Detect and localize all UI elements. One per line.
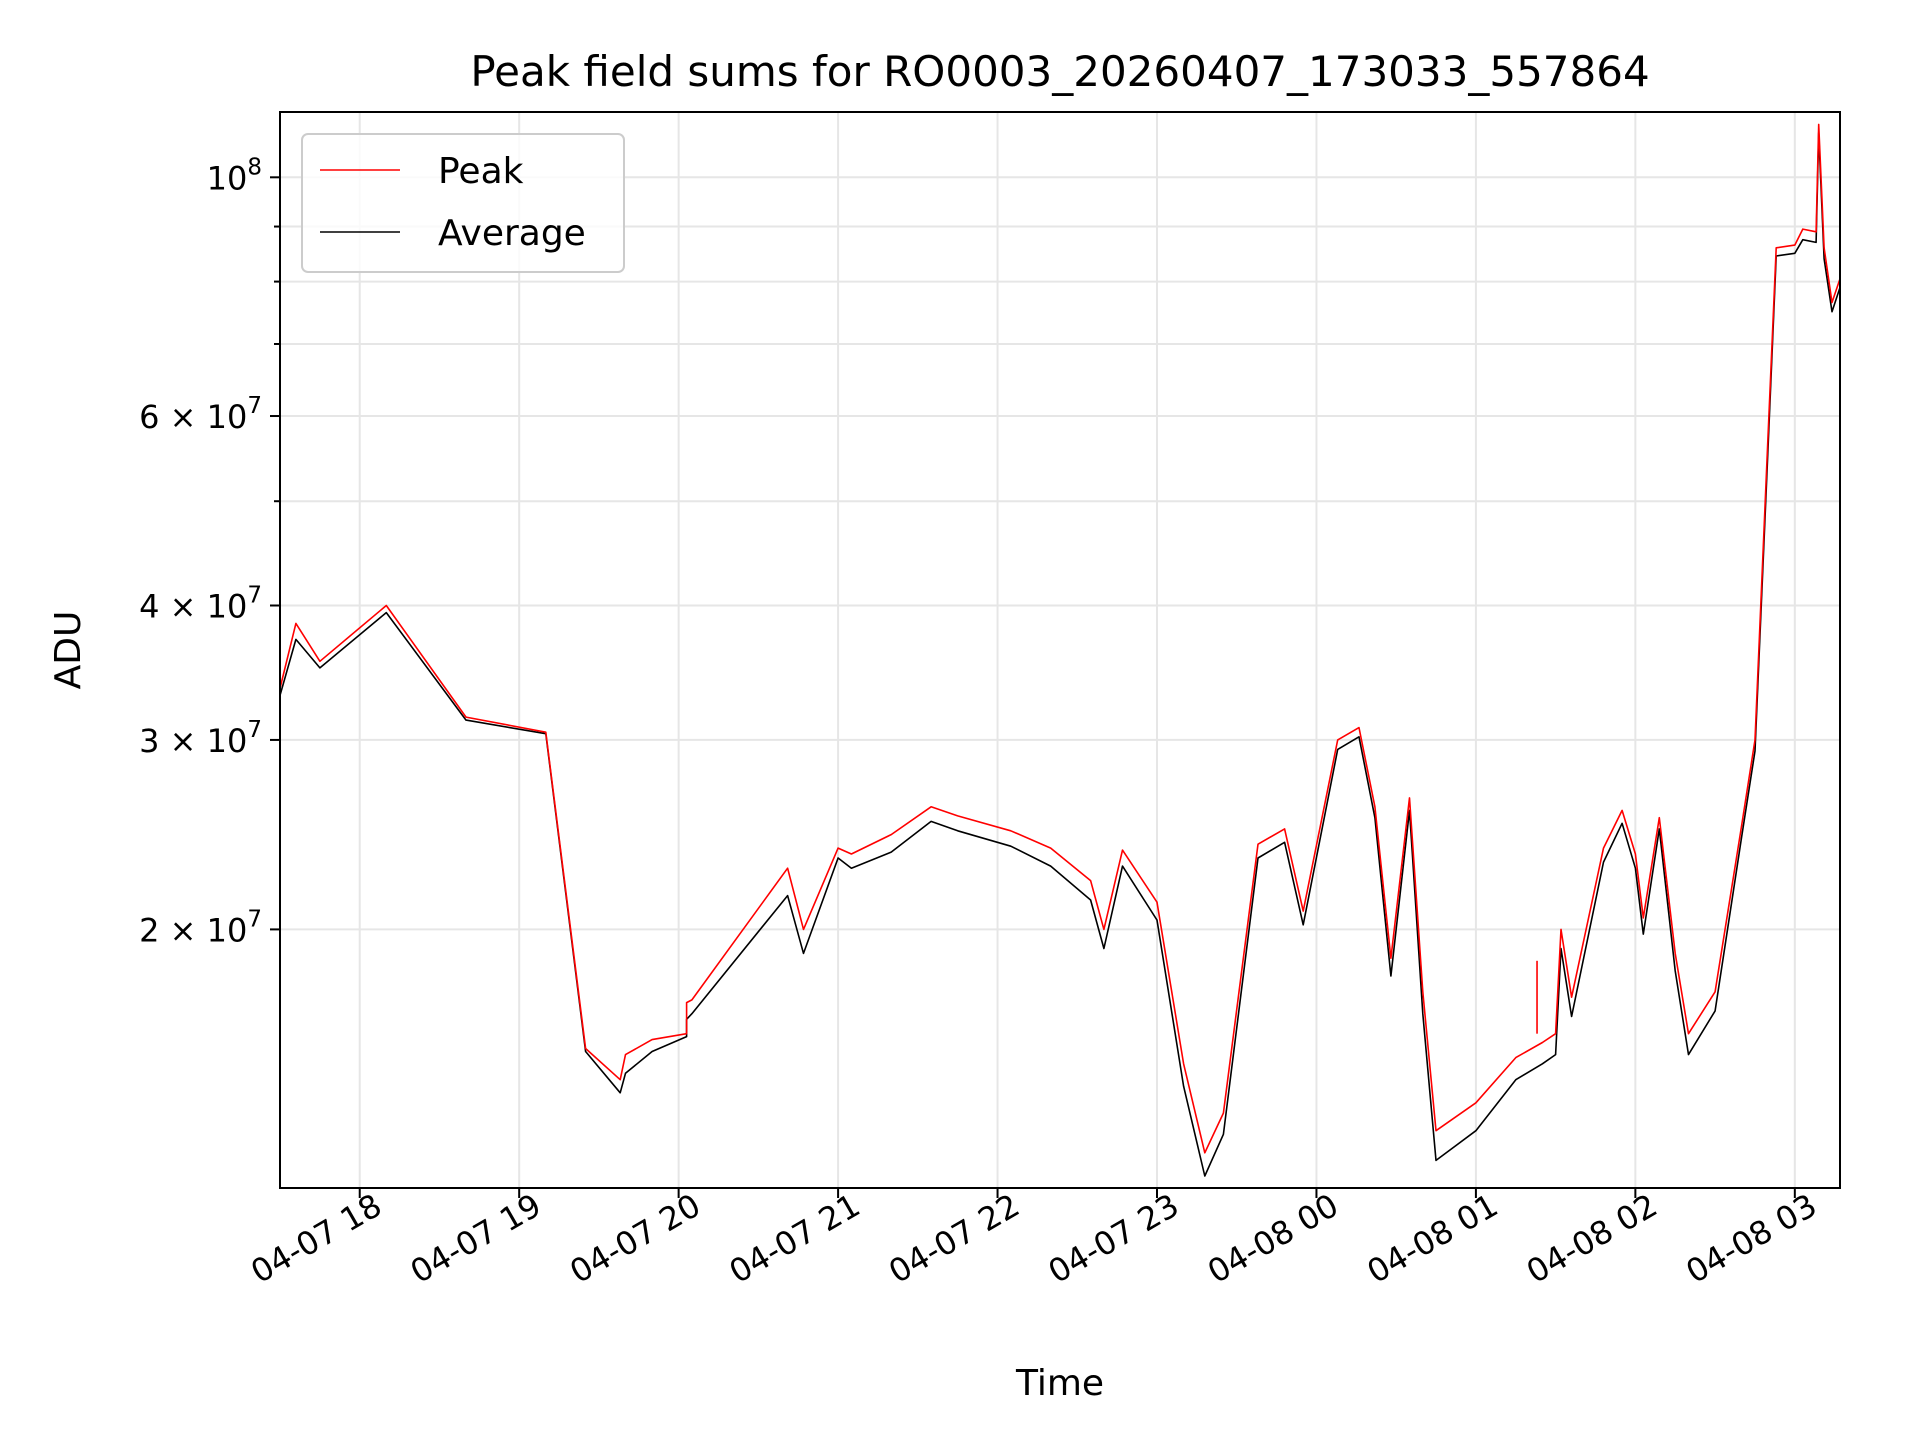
y-tick-label-base: 10: [207, 159, 248, 197]
chart-title: Peak field sums for RO0003_20260407_1730…: [470, 47, 1649, 96]
x-axis-label: Time: [1015, 1363, 1104, 1404]
plot-area-frame: [279, 111, 1841, 1189]
y-tick-label-exponent: 8: [247, 154, 262, 180]
y-tick-label-exponent: 7: [247, 393, 262, 419]
legend: Peak Average: [301, 133, 625, 273]
y-tick-label-base: 4 × 10: [139, 587, 247, 625]
y-tick-label: 3 × 107: [139, 717, 262, 760]
y-tick-label-exponent: 7: [247, 906, 262, 932]
y-tick-label: 6 × 107: [139, 393, 262, 436]
y-tick-label-exponent: 7: [247, 582, 262, 608]
y-tick-label: 4 × 107: [139, 582, 262, 625]
grid-lines: [280, 112, 1840, 1188]
legend-label-average: Average: [438, 213, 586, 254]
y-tick-label: 2 × 107: [139, 906, 262, 949]
y-tick-label: 108: [207, 154, 262, 197]
y-tick-label-base: 3 × 10: [139, 722, 247, 760]
y-axis-label: ADU: [48, 611, 89, 690]
y-tick-label-exponent: 7: [247, 717, 262, 743]
series-group: [280, 123, 1840, 1177]
legend-label-peak: Peak: [438, 151, 524, 192]
legend-box: [301, 133, 625, 273]
series-lines: [280, 123, 1840, 1177]
y-tick-label-base: 2 × 10: [139, 911, 247, 949]
series-line-peak: [280, 123, 1840, 1154]
y-tick-label-base: 6 × 10: [139, 398, 247, 436]
